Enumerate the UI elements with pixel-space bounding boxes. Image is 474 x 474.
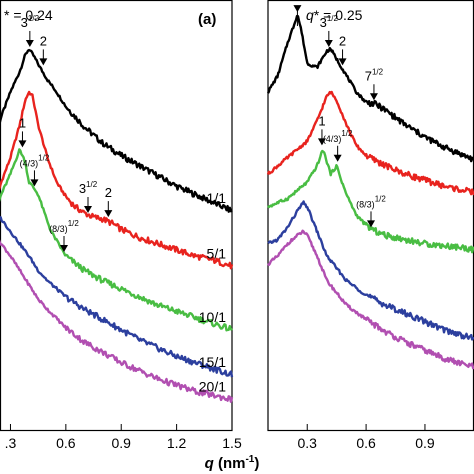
peak-label: 1 bbox=[19, 115, 26, 130]
panel-a: .3 0.6 0.9 1.2 1.51/15/110/115/120/131/221(4… bbox=[0, 0, 242, 451]
peak-position-annotation: * = 0.24 bbox=[4, 7, 53, 23]
series-label: 10/1 bbox=[199, 309, 226, 325]
x-tick-label: 1.2 bbox=[167, 435, 187, 451]
x-axis-title-sup: -1 bbox=[245, 454, 254, 465]
peak-arrow-head bbox=[104, 210, 113, 218]
peak-label: (4/3)1/2 bbox=[20, 153, 50, 168]
peak-arrow-head bbox=[333, 154, 342, 162]
series-line-1-1 bbox=[0, 48, 233, 213]
peak-arrow-head bbox=[60, 244, 68, 252]
peak-arrow-head bbox=[84, 206, 92, 213]
plot-frame bbox=[0, 0, 233, 432]
peak-label: 1 bbox=[318, 113, 325, 128]
peak-label: 2 bbox=[339, 33, 346, 48]
series-label: 15/1 bbox=[199, 354, 226, 370]
series-line-20-1 bbox=[0, 239, 234, 403]
x-tick-label: .3 bbox=[5, 435, 17, 451]
panel-label: (a) bbox=[198, 11, 216, 28]
x-tick-label: 1.5 bbox=[222, 435, 242, 451]
series-line-15-1 bbox=[267, 200, 474, 341]
series-label: 1/1 bbox=[207, 190, 227, 206]
peak-arrow-head bbox=[317, 138, 326, 146]
x-tick-label: 0.6 bbox=[356, 435, 376, 451]
series-line-15-1 bbox=[0, 215, 234, 378]
peak-label: (4/3)1/2 bbox=[323, 129, 353, 144]
peak-arrow-head bbox=[25, 39, 34, 47]
peak-label: 31/2 bbox=[320, 14, 339, 30]
peak-arrow-head bbox=[338, 58, 347, 66]
series-line-10-1 bbox=[266, 149, 474, 254]
x-axis-title-close: ) bbox=[254, 455, 259, 472]
series-label: 5/1 bbox=[207, 245, 227, 261]
x-tick-label: 0.6 bbox=[56, 435, 76, 451]
x-tick-label: 0.9 bbox=[111, 435, 131, 451]
peak-position-annotation: q* = 0.25 bbox=[306, 7, 363, 23]
peak-arrow-head bbox=[324, 39, 333, 47]
series-label: 20/1 bbox=[199, 379, 226, 395]
series-line-20-1 bbox=[266, 229, 474, 370]
peak-label: (8/3)1/2 bbox=[49, 219, 79, 234]
peak-arrow-head bbox=[367, 220, 375, 228]
peak-arrow-head bbox=[39, 58, 48, 66]
peak-label: 2 bbox=[105, 185, 112, 200]
x-axis-title-unit: (nm bbox=[214, 455, 246, 472]
x-tick-label: 0.9 bbox=[415, 435, 435, 451]
series-line-10-1 bbox=[0, 148, 233, 332]
qstar-arrow-head bbox=[293, 5, 302, 13]
series-line-5-1 bbox=[0, 90, 234, 270]
peak-arrow-head bbox=[18, 140, 27, 148]
panel-b: 0.3 0.6 0.9 31/22 71/2 1(4/3)1/2 (8/3)1/2 q* = … bbox=[266, 0, 474, 451]
peak-arrow-head bbox=[30, 179, 39, 187]
series-line-5-1 bbox=[266, 90, 474, 196]
x-tick-label: 0.3 bbox=[298, 435, 318, 451]
peak-label: 31/2 bbox=[21, 14, 40, 30]
peak-label: (8/3)1/2 bbox=[356, 194, 386, 209]
peak-label: 2 bbox=[40, 33, 47, 48]
series-line-1-1 bbox=[266, 14, 474, 163]
peak-label: 71/2 bbox=[365, 67, 384, 83]
x-axis-title-q: q bbox=[205, 455, 214, 472]
peak-arrow-head bbox=[369, 93, 378, 101]
peak-label: 31/2 bbox=[79, 180, 98, 196]
x-axis-title: q (nm-1) bbox=[205, 454, 260, 472]
